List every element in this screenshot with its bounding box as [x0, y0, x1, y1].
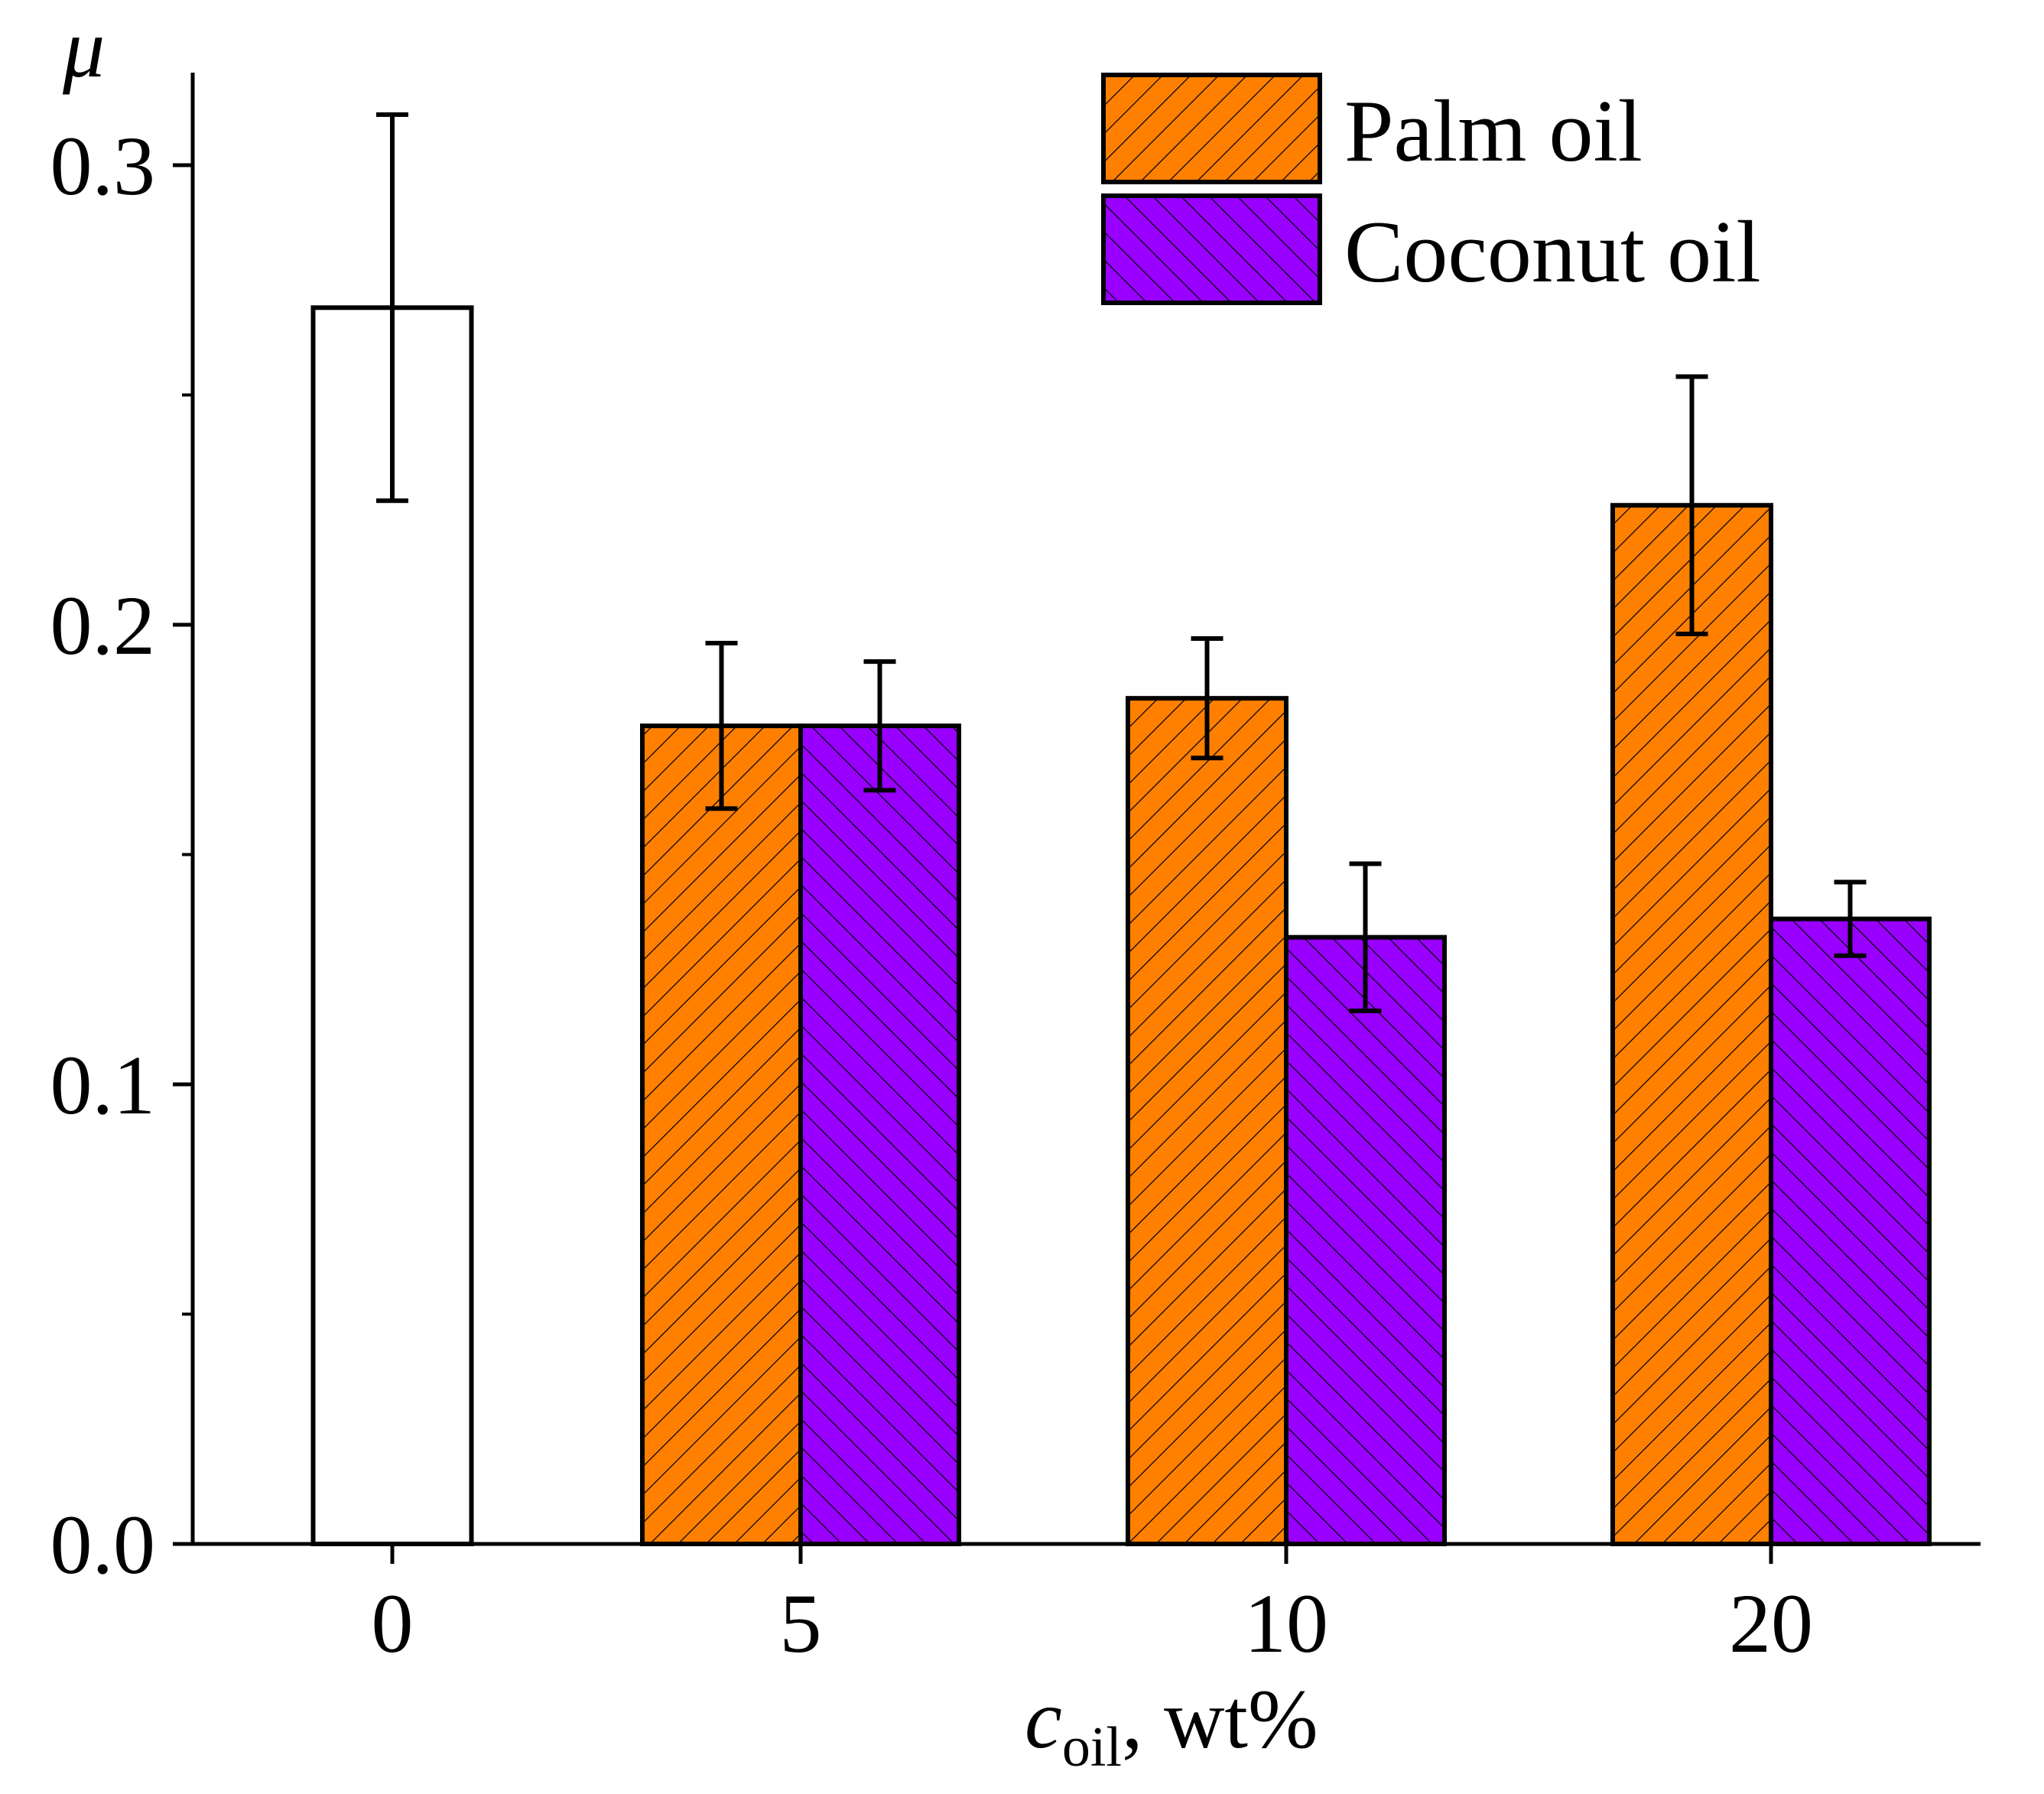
bar-palm-oil-10-wt-hatch — [1128, 698, 1286, 1545]
legend-swatch-palm-oil-hatch — [1103, 75, 1320, 182]
legend-label-coconut-oil: Coconut oil — [1344, 203, 1761, 301]
bar-palm-oil-20-wt-hatch — [1613, 505, 1771, 1544]
y-tick-label: 0.2 — [50, 579, 156, 672]
errorbar-0-wt — [376, 112, 408, 503]
bar-coconut-oil-20-wt-hatch — [1771, 918, 1929, 1544]
legend: Palm oil Coconut oil — [1101, 73, 1761, 305]
bars-layer — [310, 305, 1932, 1547]
errorbar-palm-oil-20-wt — [1675, 374, 1708, 637]
x-ticks: 0 5 10 20 — [372, 1544, 1813, 1670]
errorbar-coconut-oil-10-wt — [1349, 861, 1382, 1013]
y-tick-label: 0.1 — [50, 1038, 156, 1132]
errorbar-coconut-oil-20-wt — [1834, 879, 1867, 958]
y-tick-label: 0.0 — [50, 1498, 156, 1591]
errorbar-palm-oil-5-wt — [705, 641, 738, 811]
bar-0-wt — [310, 305, 474, 1546]
x-tick-label: 10 — [1244, 1577, 1328, 1670]
y-axis-label: μ — [62, 2, 105, 95]
x-axis-label-symbol: c — [1025, 1672, 1062, 1766]
legend-label-palm-oil: Palm oil — [1344, 83, 1643, 180]
bar-palm-oil-5-wt-hatch — [642, 726, 801, 1544]
legend-swatch-coconut-oil-hatch — [1103, 196, 1320, 303]
errorbar-coconut-oil-5-wt — [863, 659, 896, 793]
x-axis-label-subscript: oil — [1062, 1716, 1122, 1779]
bar-coconut-oil-10-wt-hatch — [1286, 937, 1444, 1544]
errorbars-layer — [376, 112, 1867, 1013]
y-ticks: 0.0 0.1 0.2 0.3 — [50, 119, 193, 1591]
bar-coconut-oil-5-wt-hatch — [801, 726, 959, 1544]
y-tick-label: 0.3 — [50, 119, 156, 213]
errorbar-palm-oil-10-wt — [1191, 636, 1223, 761]
x-tick-label: 5 — [780, 1577, 822, 1670]
x-axis-label: coil, wt% — [1025, 1672, 1318, 1779]
axes — [190, 73, 1981, 1546]
x-tick-label: 0 — [372, 1577, 414, 1670]
x-tick-label: 20 — [1729, 1577, 1813, 1670]
x-axis-label-unit: , wt% — [1122, 1672, 1318, 1766]
